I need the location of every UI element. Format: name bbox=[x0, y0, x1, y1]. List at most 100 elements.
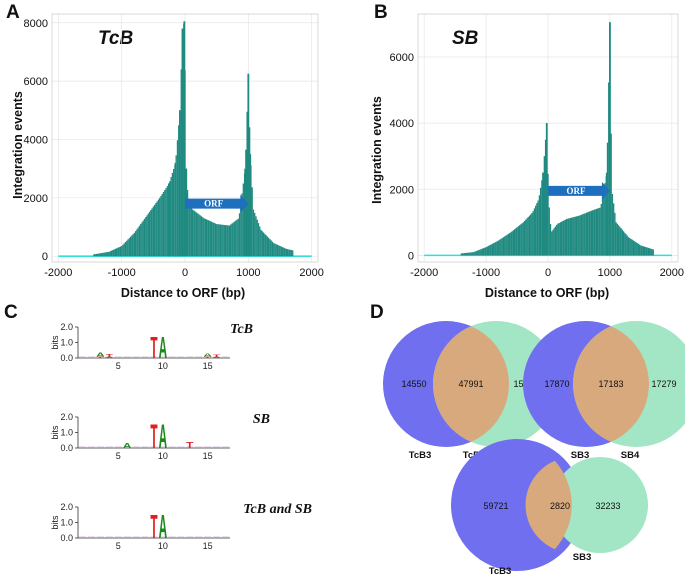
logo-baseline-glyph bbox=[213, 446, 221, 448]
histogram-bar bbox=[535, 205, 537, 256]
histogram-bar bbox=[117, 247, 119, 257]
orf-label: ORF bbox=[566, 186, 586, 196]
histogram-bar bbox=[579, 215, 581, 256]
logo-baseline-glyph bbox=[78, 356, 87, 358]
logo-y-label: bits bbox=[50, 515, 60, 530]
logo-baseline-glyph bbox=[213, 356, 221, 358]
histogram-bar bbox=[185, 168, 188, 257]
histogram-bar bbox=[136, 229, 138, 257]
logo-baseline-glyph bbox=[177, 446, 185, 448]
histogram-bar bbox=[97, 253, 99, 257]
histogram-bar bbox=[194, 211, 196, 257]
logo-baseline-glyph bbox=[114, 356, 122, 358]
logo-title-tcb-and-sb: TcB and SB bbox=[243, 502, 312, 517]
histogram-bar bbox=[133, 232, 136, 257]
histogram-bar bbox=[160, 195, 162, 257]
histogram-bar bbox=[509, 233, 511, 256]
histogram-bar bbox=[151, 208, 153, 257]
system-title-b: SB bbox=[452, 28, 479, 49]
histogram-bar bbox=[506, 234, 508, 256]
histogram-bar bbox=[204, 218, 206, 257]
venn-sb3-sb4: 17870 17183 17279 SB3 SB4 bbox=[523, 321, 685, 461]
histogram-bar bbox=[135, 231, 137, 257]
logo-x-tick-label: 5 bbox=[116, 541, 121, 551]
histogram-bar bbox=[203, 218, 205, 257]
venn-overlap-count: 2820 bbox=[550, 501, 570, 511]
histogram-bar bbox=[123, 243, 125, 257]
histogram-bar bbox=[264, 233, 266, 257]
histogram-bar bbox=[532, 211, 534, 256]
histogram-bar bbox=[290, 250, 293, 257]
logo-x-tick-label: 10 bbox=[158, 541, 168, 551]
histogram-bar bbox=[292, 250, 294, 257]
histogram-bar bbox=[132, 234, 134, 257]
histogram-bar bbox=[285, 248, 288, 257]
histogram-bar bbox=[168, 183, 171, 257]
histogram-bar bbox=[110, 250, 113, 257]
logo-baseline-glyph bbox=[186, 446, 194, 448]
histogram-bar bbox=[257, 223, 260, 257]
x-tick-label: -1000 bbox=[108, 267, 136, 279]
y-axis-title-b: Integration events bbox=[370, 96, 384, 204]
histogram-bar bbox=[589, 211, 591, 256]
histogram-bar bbox=[255, 216, 257, 257]
histogram-bar bbox=[199, 215, 201, 257]
histogram-bar bbox=[193, 210, 195, 257]
histogram-bar bbox=[124, 242, 127, 257]
logo-x-tick-label: 5 bbox=[116, 451, 121, 461]
histogram-bar bbox=[479, 249, 481, 256]
histogram-bar bbox=[256, 219, 258, 257]
histogram-bar bbox=[651, 249, 653, 256]
logo-y-tick-label: 2.0 bbox=[60, 412, 73, 422]
histogram-bar bbox=[94, 254, 96, 257]
histogram-bar bbox=[496, 241, 498, 256]
y-tick-label: 4000 bbox=[24, 134, 48, 146]
histogram-bar bbox=[235, 220, 237, 257]
histogram-bar bbox=[559, 222, 562, 256]
histogram-bar bbox=[269, 239, 271, 257]
histogram-bar bbox=[460, 253, 463, 256]
venn-right-label: SB3 bbox=[573, 552, 591, 563]
histogram-bar bbox=[610, 133, 612, 256]
logo-y-tick-label: 0.0 bbox=[60, 353, 73, 363]
histogram-bar bbox=[643, 246, 646, 256]
histogram-bar bbox=[585, 212, 588, 256]
histogram-bar bbox=[530, 214, 532, 256]
histogram-bar bbox=[283, 247, 285, 257]
histogram-bar bbox=[485, 247, 487, 256]
histogram-bar bbox=[95, 253, 98, 257]
histogram-bar bbox=[156, 201, 158, 257]
histogram-bar bbox=[254, 212, 256, 257]
histogram-bar bbox=[537, 200, 539, 256]
histogram-bar bbox=[593, 209, 595, 256]
histogram-bar bbox=[645, 247, 647, 256]
histogram-bar bbox=[164, 190, 166, 257]
histogram-bar bbox=[609, 22, 611, 256]
histogram-bar bbox=[205, 219, 208, 257]
logo-baseline-glyph bbox=[150, 356, 158, 358]
plot-frame bbox=[51, 13, 319, 263]
venn-right-only: 32233 bbox=[595, 501, 620, 511]
histogram-bar bbox=[226, 225, 228, 257]
histogram-bar bbox=[126, 240, 128, 257]
histogram-bar bbox=[280, 246, 282, 257]
histogram-bar bbox=[281, 247, 284, 257]
histogram-bar bbox=[108, 251, 110, 257]
histogram-bar bbox=[520, 224, 522, 256]
histogram-bar bbox=[480, 249, 482, 256]
histogram-bar bbox=[629, 238, 631, 256]
histogram-bar bbox=[518, 225, 521, 256]
histogram-bar bbox=[478, 250, 480, 256]
histogram-bar bbox=[207, 219, 209, 257]
histogram-bar bbox=[577, 216, 579, 256]
histogram-bar bbox=[188, 201, 190, 257]
logo-x-tick-label: 15 bbox=[203, 541, 213, 551]
histogram-bar bbox=[100, 253, 103, 257]
histogram-bar bbox=[231, 223, 233, 257]
histogram-bar bbox=[224, 225, 227, 257]
histogram-bar bbox=[127, 239, 129, 257]
histogram-bar bbox=[146, 215, 148, 257]
panel-letter-a: A bbox=[6, 2, 20, 23]
histogram-bar bbox=[113, 249, 115, 257]
histogram-bar bbox=[152, 206, 155, 257]
